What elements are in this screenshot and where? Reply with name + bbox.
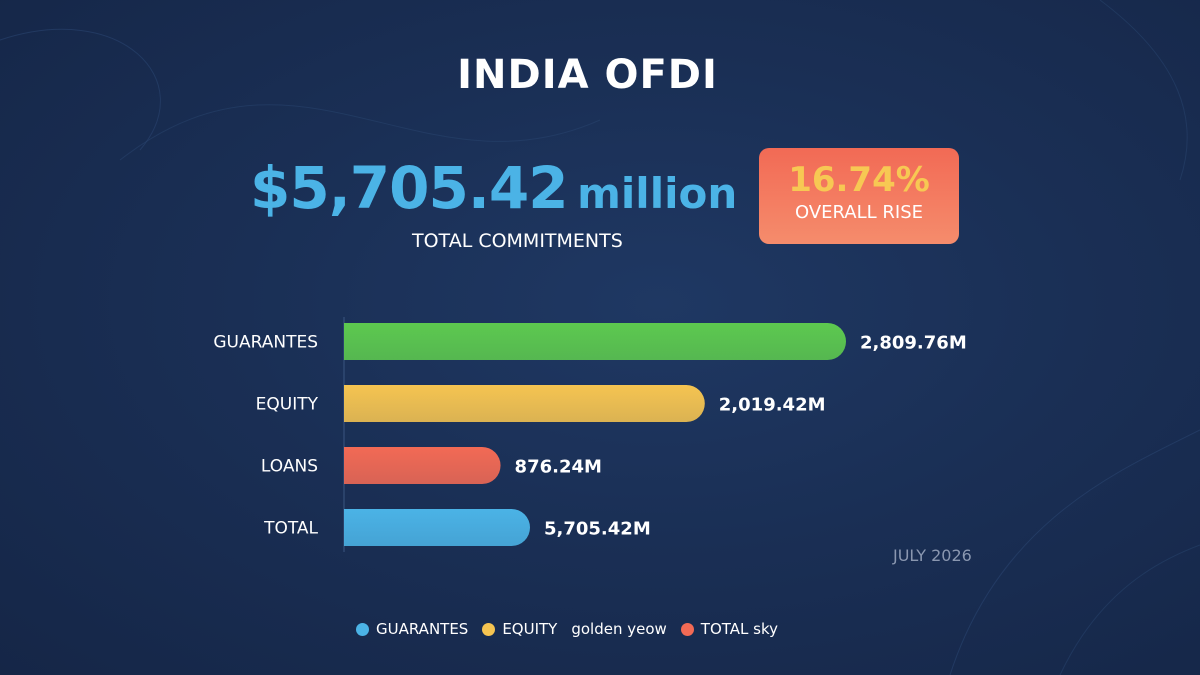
- legend-dot: [356, 622, 369, 636]
- bar-guarantes: [344, 323, 847, 360]
- value-label-guarantes: 2,809.76M: [860, 333, 967, 354]
- category-label-equity: EQUITY: [256, 395, 319, 415]
- legend-label: GUARANTES: [376, 620, 469, 638]
- legend-dot: [680, 622, 694, 636]
- rise-value: 16.74%: [788, 160, 930, 200]
- category-label-loans: LOANS: [261, 457, 318, 477]
- rise-label: OVERALL RISE: [794, 202, 924, 223]
- legend-label: TOTAL sky: [700, 620, 778, 638]
- legend-item: EQUITY: [482, 620, 557, 638]
- bar-total: [344, 509, 530, 546]
- category-label-total: TOTAL: [263, 519, 318, 539]
- hero-total: $5,705.42 million TOTAL COMMITMENTS: [250, 150, 750, 252]
- value-label-total: 5,705.42M: [544, 519, 651, 540]
- overall-rise-badge: 16.74% OVERALL RISE: [759, 148, 959, 244]
- legend-item: TOTAL sky: [680, 620, 778, 638]
- value-label-loans: 876.24M: [515, 457, 602, 478]
- chart-legend: GUARANTES EQUITY golden yeow TOTAL sky: [356, 620, 792, 638]
- bar-loans: [344, 447, 501, 484]
- value-label-equity: 2,019.42M: [719, 395, 826, 416]
- bar-equity: [344, 385, 705, 422]
- category-label-guarantes: GUARANTES: [213, 333, 318, 353]
- hero-number: $5,705.42: [250, 154, 569, 222]
- hero-unit: million: [577, 169, 738, 218]
- legend-label: EQUITY: [502, 620, 558, 638]
- date-label: JULY 2026: [893, 546, 972, 565]
- page-title: INDIA OFDI: [457, 52, 718, 98]
- legend-item: GUARANTES: [356, 620, 468, 638]
- legend-item: golden yeow: [571, 620, 666, 638]
- hero-subtitle: TOTAL COMMITMENTS: [412, 230, 623, 252]
- legend-dot: [482, 622, 496, 636]
- legend-label: golden yeow: [571, 620, 667, 638]
- hero-value: $5,705.42 million: [250, 150, 750, 241]
